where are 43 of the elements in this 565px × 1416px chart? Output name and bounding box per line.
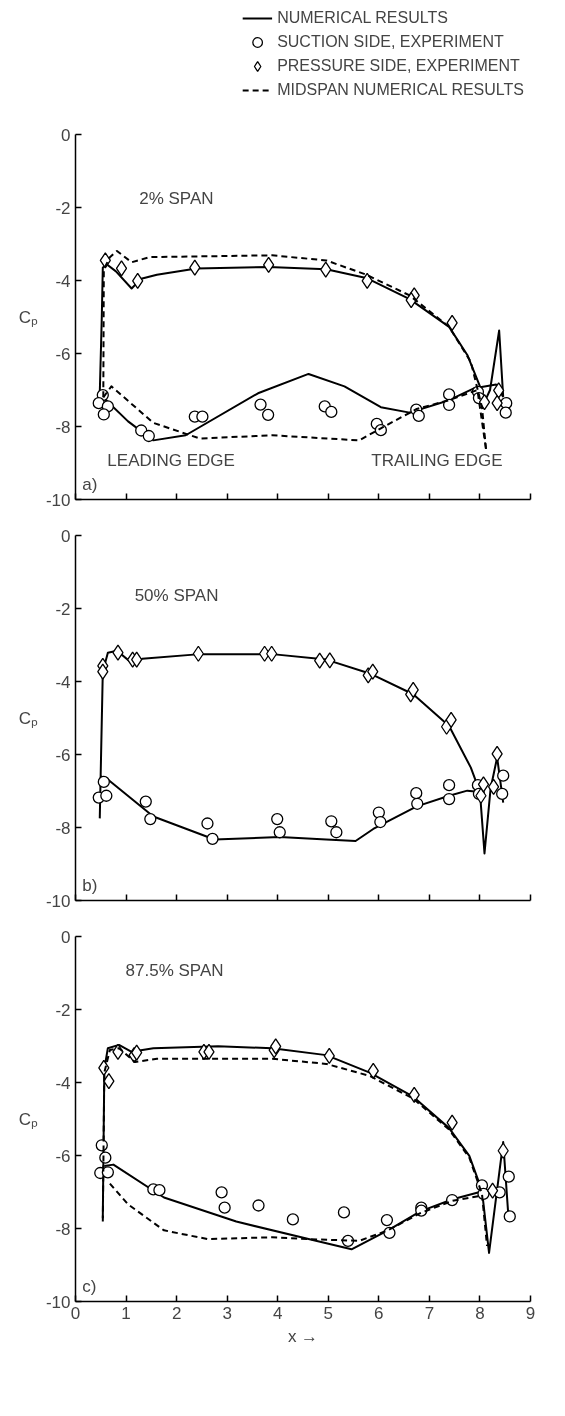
- y-tick-label: -6: [55, 1146, 71, 1166]
- y-tick-label: -10: [45, 891, 71, 911]
- annotation: TRAILING EDGE: [371, 451, 503, 471]
- annotation: c): [82, 1277, 97, 1297]
- y-tick-label: -10: [45, 1292, 71, 1312]
- legend-label: PRESSURE SIDE, EXPERIMENT: [277, 56, 520, 76]
- annotation: 87.5% SPAN: [125, 961, 224, 981]
- y-axis-title: Cₚ: [18, 307, 38, 328]
- y-axis-title: Cₚ: [18, 1109, 38, 1130]
- y-tick-label: -6: [55, 745, 71, 765]
- y-tick-label: 0: [61, 927, 71, 947]
- y-tick-label: -8: [55, 417, 71, 437]
- x-tick-label: 5: [323, 1303, 334, 1323]
- x-tick-label: 8: [475, 1303, 485, 1323]
- y-tick-label: -8: [55, 1219, 71, 1239]
- annotation: 50% SPAN: [134, 585, 219, 605]
- x-axis-title: x →: [287, 1326, 319, 1346]
- y-tick-label: -4: [55, 1073, 71, 1093]
- x-tick-label: 2: [171, 1303, 182, 1323]
- y-tick-label: -4: [55, 271, 71, 291]
- legend-label: MIDSPAN NUMERICAL RESULTS: [277, 80, 524, 100]
- x-tick-label: 1: [121, 1303, 131, 1323]
- y-tick-label: -8: [55, 818, 71, 838]
- x-tick-label: 4: [272, 1303, 283, 1323]
- y-tick-label: 0: [61, 526, 71, 546]
- y-tick-label: -6: [55, 344, 71, 364]
- y-tick-label: -2: [55, 1000, 71, 1020]
- y-tick-label: -4: [55, 672, 71, 692]
- annotation: 2% SPAN: [139, 188, 214, 208]
- legend-label: SUCTION SIDE, EXPERIMENT: [277, 32, 504, 52]
- y-tick-label: 0: [61, 125, 71, 145]
- annotation: b): [82, 876, 98, 896]
- x-tick-label: 6: [374, 1303, 384, 1323]
- annotation: a): [82, 475, 98, 495]
- x-tick-label: 3: [222, 1303, 232, 1323]
- x-tick-label: 7: [424, 1303, 435, 1323]
- legend-label: NUMERICAL RESULTS: [277, 8, 448, 28]
- x-tick-label: 9: [525, 1303, 536, 1323]
- y-axis-title: Cₚ: [18, 708, 38, 729]
- y-tick-label: -2: [55, 599, 71, 619]
- annotation: LEADING EDGE: [107, 451, 235, 471]
- y-tick-label: -10: [45, 490, 71, 510]
- y-tick-label: -2: [55, 198, 71, 218]
